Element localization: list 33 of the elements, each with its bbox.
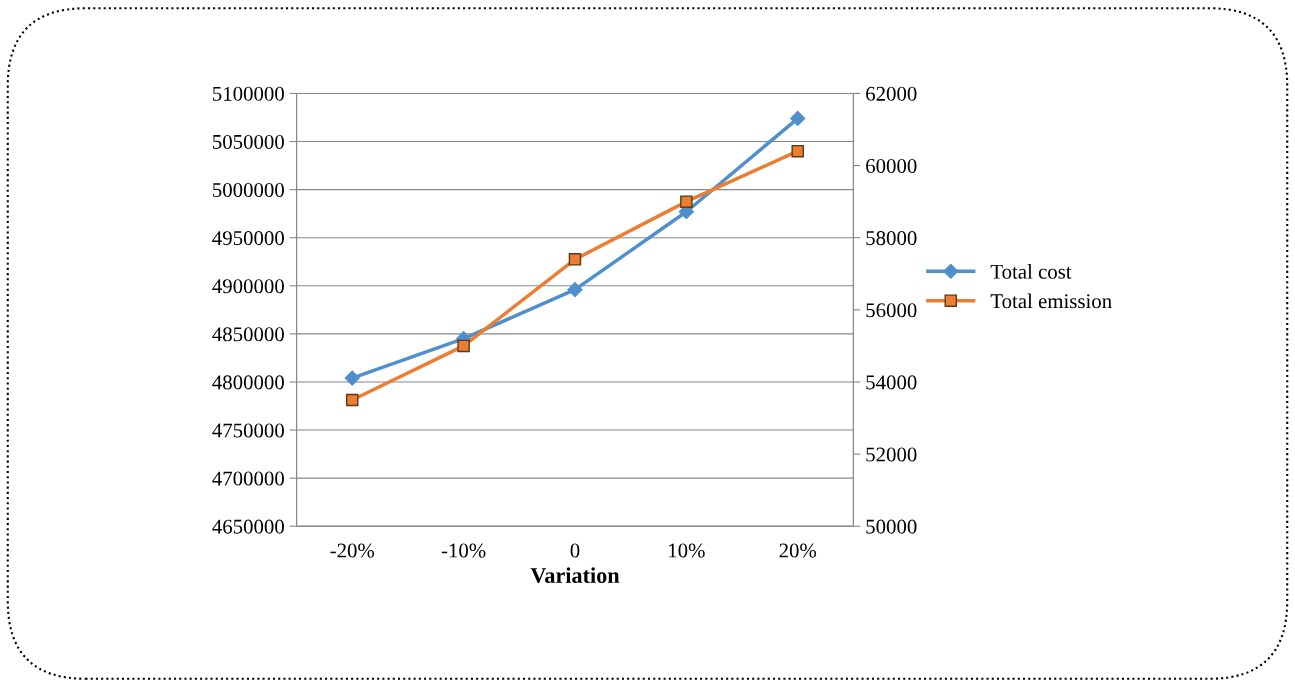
point: [567, 282, 583, 298]
y-tick-label: 4900000: [212, 279, 284, 294]
point: [344, 370, 360, 386]
y-tick-label: 5050000: [213, 134, 284, 149]
y-tick-label: 4700000: [212, 471, 284, 486]
y-tick-label: 4950000: [212, 231, 284, 246]
y-tick-label: 5000000: [213, 182, 284, 198]
y2-tick-label: 52000: [866, 447, 917, 462]
x-tick-label: 0: [570, 543, 580, 558]
y-tick-label: 5100000: [213, 86, 284, 101]
y-tick-label: 4800000: [212, 375, 284, 390]
y2-tick-label: 54000: [866, 375, 917, 390]
x-tick-label: 20%: [779, 543, 817, 558]
point: [791, 144, 804, 158]
y2-tick-label: 56000: [866, 303, 917, 318]
point: [457, 339, 470, 353]
point: [680, 195, 693, 208]
x-tick-label: -10%: [441, 543, 486, 558]
y2-tick-label: 58000: [866, 231, 917, 246]
y2-tick-label: 60000: [866, 158, 917, 173]
x-tick-label: 10%: [669, 543, 705, 558]
y-tick-label: 4650000: [212, 519, 284, 534]
point: [568, 253, 582, 266]
legend-label: Total emission: [990, 293, 1112, 309]
y2-tick-label: 50000: [866, 519, 917, 534]
y2-tick-label: 62000: [866, 86, 917, 101]
legend-label: Total cost: [990, 264, 1072, 279]
y-tick-label: 4850000: [212, 327, 284, 342]
point: [790, 110, 806, 127]
point: [345, 393, 359, 407]
x-axis-title: Variation: [530, 567, 620, 584]
x-tick-label: -20%: [330, 543, 375, 558]
y-tick-label: 4750000: [212, 423, 284, 438]
